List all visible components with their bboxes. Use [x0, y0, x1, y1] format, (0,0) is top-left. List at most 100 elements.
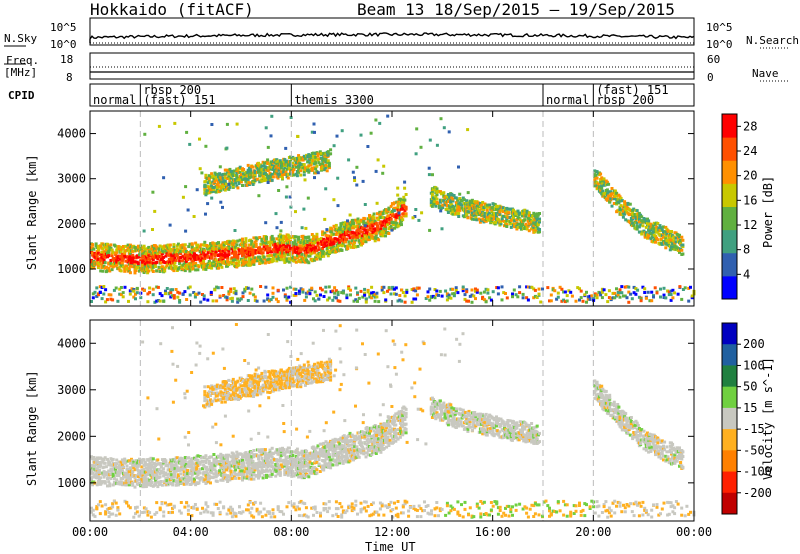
echo-cell [193, 477, 196, 481]
echo-cell [283, 293, 287, 297]
echo-cell [199, 456, 203, 460]
echo-cell [241, 237, 244, 241]
echo-cell [133, 271, 137, 275]
echo-cell [523, 208, 527, 212]
echo-cell [415, 127, 419, 131]
echo-cell [164, 292, 167, 296]
echo-cell [612, 197, 616, 201]
echo-cell [354, 238, 358, 242]
echo-cell [194, 464, 198, 468]
echo-cell [398, 298, 402, 302]
echo-cell [671, 242, 675, 246]
echo-cell [384, 234, 387, 238]
echo-cell [374, 233, 378, 237]
echo-cell [308, 161, 312, 165]
echo-cell [155, 473, 159, 477]
echo-cell [436, 189, 440, 193]
echo-cell [128, 477, 132, 481]
echo-cell [345, 231, 349, 235]
echo-cell [136, 262, 140, 265]
echo-cell [621, 209, 625, 213]
echo-cell [616, 293, 620, 297]
echo-cell [345, 296, 349, 300]
echo-cell [266, 162, 270, 165]
echo-cell [441, 206, 445, 210]
echo-cell [183, 290, 187, 294]
echo-cell [187, 475, 191, 479]
echo-cell [132, 460, 136, 464]
echo-cell [173, 472, 177, 476]
echo-cell [309, 163, 313, 167]
echo-cell [95, 286, 99, 290]
echo-cell [373, 293, 377, 297]
echo-cell [656, 238, 660, 242]
echo-cell [387, 232, 391, 235]
echo-cell [403, 198, 407, 202]
echo-cell [109, 264, 113, 268]
echo-cell [374, 231, 378, 235]
echo-cell [259, 285, 263, 288]
echo-cell [458, 201, 462, 205]
echo-cell [615, 194, 619, 198]
echo-cell [376, 212, 379, 216]
echo-cell [118, 463, 122, 467]
echo-cell [301, 234, 305, 238]
echo-cell [333, 237, 337, 241]
echo-cell [637, 225, 641, 229]
echo-cell [174, 288, 178, 291]
echo-cell [678, 233, 681, 237]
echo-cell [639, 297, 643, 301]
echo-cell [427, 166, 431, 170]
echo-cell [252, 236, 256, 240]
echo-cell [146, 267, 150, 271]
echo-cell [642, 219, 646, 223]
echo-cell [158, 259, 162, 263]
echo-cell [325, 240, 329, 244]
echo-cell [323, 217, 327, 221]
echo-cell [119, 250, 123, 253]
echo-cell [484, 287, 488, 291]
echo-cell [151, 258, 155, 262]
echo-cell [186, 469, 190, 472]
nsky-tick-top: 10^5 [50, 21, 77, 34]
echo-cell [271, 291, 275, 295]
echo-cell [116, 259, 120, 263]
echo-cell [174, 259, 178, 262]
echo-cell [337, 229, 341, 233]
echo-cell [276, 257, 280, 261]
echo-cell [294, 292, 298, 295]
echo-cell [199, 243, 203, 247]
echo-cell [111, 250, 115, 254]
echo-cell [390, 209, 394, 213]
echo-cell [191, 248, 195, 252]
echo-cell [213, 288, 217, 292]
echo-cell [291, 255, 295, 259]
echo-cell [124, 474, 128, 478]
echo-cell [270, 254, 274, 258]
echo-cell [138, 482, 141, 485]
echo-cell [146, 300, 150, 304]
echo-cell [306, 196, 310, 200]
echo-cell [454, 196, 458, 200]
echo-cell [151, 472, 155, 476]
echo-cell [244, 255, 248, 259]
echo-cell [607, 289, 611, 293]
echo-cell [504, 221, 508, 225]
echo-cell [227, 249, 231, 253]
echo-cell [398, 294, 402, 297]
echo-cell [402, 214, 406, 218]
echo-cell [492, 217, 496, 221]
echo-cell [207, 176, 211, 179]
echo-cell [144, 463, 148, 467]
echo-cell [570, 294, 574, 298]
echo-cell [562, 290, 566, 294]
echo-cell [381, 216, 385, 219]
echo-cell [428, 228, 432, 232]
echo-cell [396, 205, 400, 209]
echo-cell [637, 217, 641, 221]
echo-cell [174, 483, 178, 487]
echo-cell [111, 262, 115, 266]
echo-cell [102, 285, 106, 288]
echo-cell [635, 209, 639, 213]
echo-cell [289, 205, 293, 209]
